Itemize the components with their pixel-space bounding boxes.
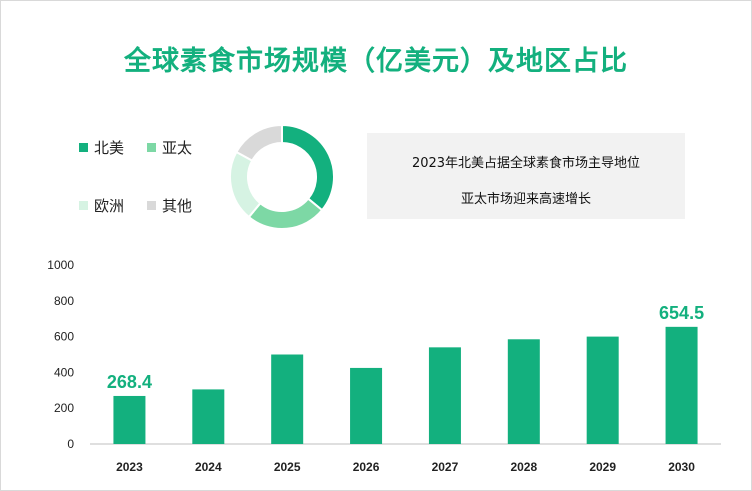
legend-label-europe: 欧洲 bbox=[94, 197, 125, 215]
bar-2028 bbox=[507, 339, 540, 444]
bar-2029 bbox=[586, 336, 619, 444]
donut-slice-2 bbox=[229, 150, 262, 219]
note-line-2: 亚太市场迎来高速增长 bbox=[460, 192, 591, 207]
x-tick-label: 2024 bbox=[195, 460, 222, 474]
bar-2025 bbox=[271, 354, 304, 444]
legend-label-asia-pacific: 亚太 bbox=[162, 139, 193, 157]
chart-title: 全球素食市场规模（亿美元）及地区占比 bbox=[124, 46, 628, 77]
region-share-donut bbox=[229, 123, 335, 230]
x-tick-label: 2027 bbox=[432, 460, 459, 474]
legend-item-other: 其他 bbox=[147, 195, 192, 216]
x-tick-label: 2026 bbox=[353, 460, 380, 474]
x-tick-label: 2029 bbox=[589, 460, 616, 474]
legend-swatch-asia-pacific bbox=[147, 143, 156, 152]
region-legend: 北美 亚太 欧洲 其他 bbox=[79, 129, 219, 229]
legend-label-north-america: 北美 bbox=[94, 139, 125, 157]
bar-2030 bbox=[665, 326, 698, 444]
legend-item-north-america: 北美 bbox=[79, 137, 124, 158]
legend-item-europe: 欧洲 bbox=[79, 195, 124, 216]
data-label-2023: 268.4 bbox=[107, 372, 152, 392]
legend-swatch-north-america bbox=[79, 143, 88, 152]
x-tick-label: 2030 bbox=[668, 460, 695, 474]
donut-slice-3 bbox=[235, 123, 283, 162]
y-tick-label: 0 bbox=[67, 437, 74, 451]
y-tick-label: 200 bbox=[54, 401, 74, 415]
bar-2026 bbox=[350, 367, 383, 444]
x-tick-label: 2028 bbox=[510, 460, 537, 474]
y-tick-label: 1000 bbox=[47, 258, 74, 272]
market-size-bar-chart: 0 200 400 600 800 1000 2023 268.4 2024 2025 2026 20… bbox=[47, 258, 721, 474]
data-label-2030: 654.5 bbox=[659, 303, 704, 323]
bar-2023 bbox=[113, 395, 146, 444]
y-tick-label: 600 bbox=[54, 330, 74, 344]
x-tick-label: 2025 bbox=[274, 460, 301, 474]
bar-2024 bbox=[192, 389, 225, 444]
note-line-1: 2023年北美占据全球素食市场主导地位 bbox=[411, 156, 641, 171]
y-tick-label: 400 bbox=[54, 365, 74, 379]
legend-swatch-europe bbox=[79, 201, 88, 210]
bar-2027 bbox=[428, 347, 461, 444]
legend-swatch-other bbox=[147, 201, 156, 210]
y-tick-label: 800 bbox=[54, 294, 74, 308]
legend-label-other: 其他 bbox=[162, 197, 193, 215]
note-box: 2023年北美占据全球素食市场主导地位 亚太市场迎来高速增长 bbox=[367, 133, 685, 219]
legend-item-asia-pacific: 亚太 bbox=[147, 137, 192, 158]
x-tick-label: 2023 bbox=[116, 460, 143, 474]
